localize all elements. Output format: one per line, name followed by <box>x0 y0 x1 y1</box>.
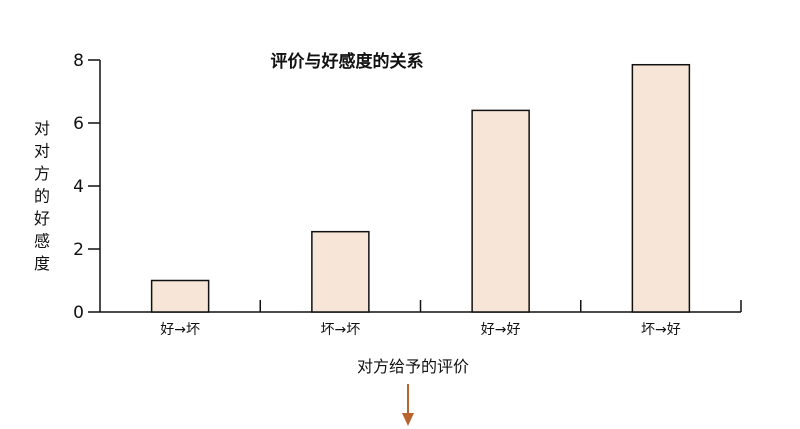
down-arrow-icon <box>402 384 414 426</box>
bars <box>150 63 691 313</box>
x-tick-label: 好→好 <box>481 322 521 338</box>
bar <box>150 279 210 313</box>
x-tick-label: 坏→好 <box>641 322 681 338</box>
arrow-head <box>402 413 414 426</box>
y-ticks: 0 2 4 6 8 <box>73 51 100 323</box>
y-axis-title-char: 感 <box>34 232 50 251</box>
x-tick-label: 好→坏 <box>160 322 200 338</box>
bar <box>311 230 370 313</box>
y-axis-title-char: 方 <box>34 164 50 183</box>
y-tick-label: 8 <box>73 51 84 71</box>
y-axis-title-char: 对 <box>34 142 50 161</box>
x-tick-label: 坏→坏 <box>321 322 361 338</box>
y-axis-title-char: 度 <box>34 254 50 273</box>
y-axis-title-char: 对 <box>34 119 50 138</box>
y-axis-title-char: 好 <box>34 209 50 228</box>
x-axis-title: 对方给予的评价 <box>357 357 469 376</box>
y-axis-title-char: 的 <box>34 187 50 206</box>
y-tick-label: 2 <box>73 240 84 260</box>
y-tick-label: 0 <box>73 303 84 323</box>
bar <box>631 63 691 313</box>
y-tick-label: 4 <box>73 177 84 197</box>
chart-title: 评价与好感度的关系 <box>271 51 424 72</box>
y-tick-label: 6 <box>73 114 84 134</box>
bar <box>471 109 530 313</box>
x-categories: 好→坏 坏→坏 好→好 坏→好 <box>160 322 680 338</box>
